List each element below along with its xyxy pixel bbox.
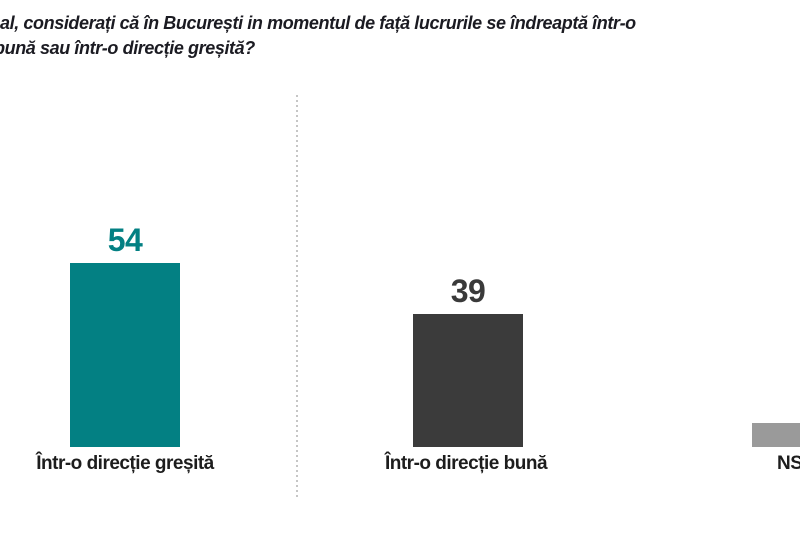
category-label-directie-buna: Într-o direcție bună [384, 453, 548, 474]
survey-question-line1: al, considerați că în București in momen… [0, 13, 636, 33]
bar-ns [752, 423, 800, 447]
bar-directie-gresita [70, 263, 180, 447]
category-label-ns: NS [777, 453, 800, 474]
survey-question: al, considerați că în București in momen… [0, 11, 636, 61]
bar-value-39: 39 [450, 273, 486, 309]
bar-group-directie-buna: 39 [413, 274, 523, 447]
bar-group-directie-gresita: 54 [70, 223, 180, 447]
dashed-divider-line [296, 95, 298, 498]
bar-directie-buna [413, 314, 523, 447]
category-label-directie-gresita: Într-o direcție greșită [36, 453, 214, 474]
bar-group-ns [752, 423, 800, 447]
bar-value-54: 54 [107, 222, 143, 258]
survey-question-line2: bună sau într-o direcție greșită? [0, 38, 255, 58]
